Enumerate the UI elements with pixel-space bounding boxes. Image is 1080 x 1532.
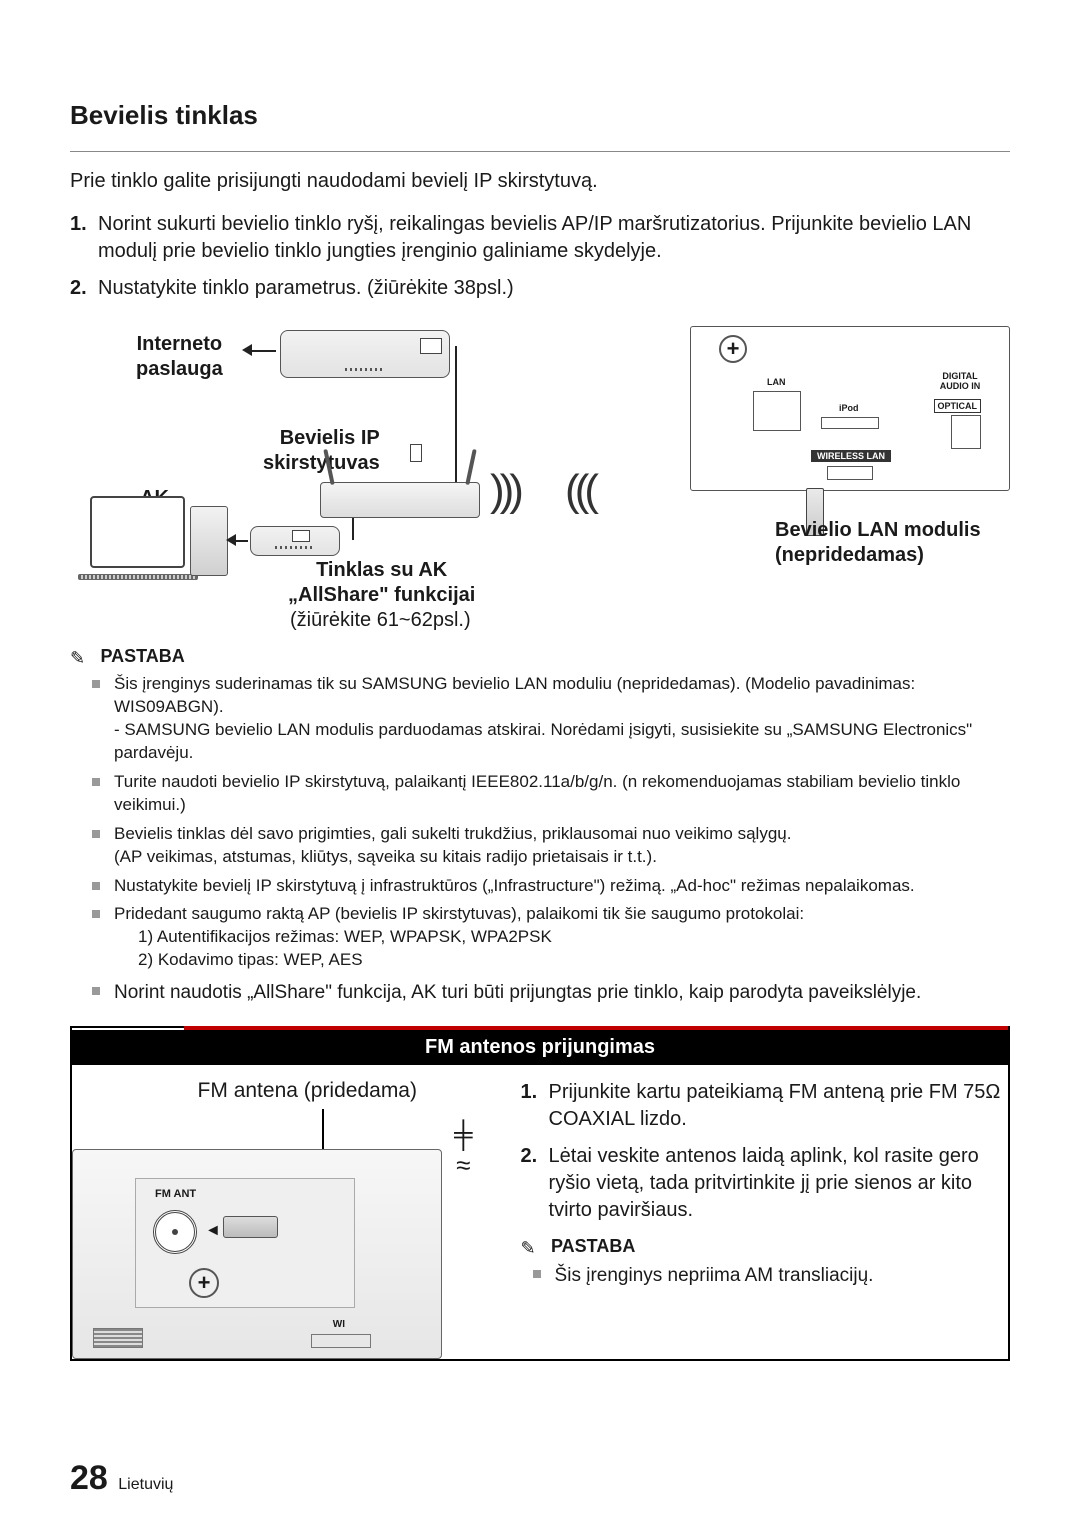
bullet-3-text: Bevielis tinklas dėl savo prigimties, ga… xyxy=(114,824,791,843)
vent-icon xyxy=(93,1328,143,1348)
page-num-value: 28 xyxy=(70,1459,108,1497)
bullet-1-text: Šis įrenginys suderinamas tik su SAMSUNG… xyxy=(114,674,915,716)
note-icon: ✎ xyxy=(70,648,90,668)
optical-port-icon xyxy=(951,415,981,449)
arrow-head-icon xyxy=(242,344,252,356)
bullet-5-text: Pridedant saugumo raktą AP (bevielis IP … xyxy=(114,904,804,923)
fm-content: FM antena (pridedama) ╪≈ FM ANT ◄ + WI 1… xyxy=(72,1065,1008,1359)
router-icon xyxy=(320,482,480,518)
digital-label: DIGITAL AUDIO IN xyxy=(933,371,987,391)
fm-section-wrap: FM antenos prijungimas FM antena (prided… xyxy=(70,1026,1010,1361)
step-1-text: Norint sukurti bevielio tinklo ryšį, rei… xyxy=(98,213,971,262)
bullet-5-sub2: 2) Kodavimo tipas: WEP, AES xyxy=(114,949,1010,972)
wlan-port-icon xyxy=(827,466,873,480)
lan-port-icon xyxy=(753,391,801,431)
note-icon: ✎ xyxy=(521,1238,541,1258)
fmant-label: FM ANT xyxy=(155,1188,196,1200)
allshare-label: Tinklas su AK „AllShare" funkcijai xyxy=(288,558,475,608)
ipod-label: iPod xyxy=(839,403,859,413)
connector-line xyxy=(352,518,354,540)
fm-note-bullet: Šis įrenginys nepriima AM transliacijų. xyxy=(555,1263,1008,1289)
note-label: PASTABA xyxy=(100,646,184,667)
keyboard-icon xyxy=(78,574,198,580)
jack-icon xyxy=(223,1216,278,1238)
allshare-sub: (žiūrėkite 61~62psl.) xyxy=(290,608,471,633)
bullet-3-sub: (AP veikimas, atstumas, kliūtys, sąveika… xyxy=(114,846,1010,869)
fm-step1-num: 1. xyxy=(521,1079,538,1106)
device-back-panel: + LAN iPod DIGITAL AUDIO IN OPTICAL WIRE… xyxy=(690,326,1010,491)
waves-icon: ))) xyxy=(490,466,519,516)
arrow-icon: ◄ xyxy=(205,1222,221,1240)
fm-step1-text: Prijunkite kartu pateikiamą FM anteną pr… xyxy=(549,1081,1001,1130)
port-icon xyxy=(292,530,310,542)
optical-label: OPTICAL xyxy=(934,399,982,413)
slot-icon xyxy=(311,1334,371,1348)
fm-bar-title: FM antenos prijungimas xyxy=(72,1030,1008,1065)
port-icon xyxy=(420,338,442,354)
intro-text: Prie tinklo galite prisijungti naudodami… xyxy=(70,170,1010,193)
plus-icon: + xyxy=(189,1268,219,1298)
note-heading: ✎ PASTABA xyxy=(70,646,1010,673)
monitor-icon xyxy=(90,496,185,568)
fm-step-1: 1. Prijunkite kartu pateikiamą FM anteną… xyxy=(549,1079,1008,1133)
antenna-symbol-icon: ╪≈ xyxy=(454,1119,472,1181)
connector-line xyxy=(455,346,457,482)
step-2-text: Nustatykite tinklo parametrus. (žiūrėkit… xyxy=(98,277,514,299)
step-1: 1. Norint sukurti bevielio tinklo ryšį, … xyxy=(98,211,1010,265)
divider xyxy=(70,151,1010,152)
fm-note-label: PASTABA xyxy=(551,1236,635,1257)
page-number: 28 Lietuvių xyxy=(70,1459,173,1498)
fm-note-heading: ✎ PASTABA xyxy=(521,1236,1008,1263)
step-2: 2. Nustatykite tinklo parametrus. (žiūrė… xyxy=(98,275,1010,302)
bullet-5-sub1: 1) Autentifikacijos režimas: WEP, WPAPSK… xyxy=(114,926,1010,949)
step-1-num: 1. xyxy=(70,211,87,238)
bullet-1-sub: - SAMSUNG bevielio LAN modulis parduodam… xyxy=(114,719,1010,765)
section-title: Bevielis tinklas xyxy=(70,100,1010,131)
waves-icon: ))) xyxy=(570,466,599,516)
fm-step2-text: Lėtai veskite antenos laidą aplink, kol … xyxy=(549,1145,979,1221)
step-2-num: 2. xyxy=(70,275,87,302)
wi-label: WI xyxy=(333,1319,345,1330)
wlan-label: WIRELESS LAN xyxy=(811,450,891,462)
wireless-router-label: Bevielis IP skirstytuvas xyxy=(263,426,380,476)
fm-diagram: FM antena (pridedama) ╪≈ FM ANT ◄ + WI xyxy=(72,1079,503,1359)
lan-label: LAN xyxy=(767,377,786,387)
bullet-2: Turite naudoti bevielio IP skirstytuvą, … xyxy=(114,771,1010,817)
note-bullets: Šis įrenginys suderinamas tik su SAMSUNG… xyxy=(70,673,1010,1006)
coax-port-icon xyxy=(153,1210,197,1254)
bullet-6: Norint naudotis „AllShare" funkcija, AK … xyxy=(114,980,1010,1006)
bullet-1: Šis įrenginys suderinamas tik su SAMSUNG… xyxy=(114,673,1010,765)
tower-icon xyxy=(190,506,228,576)
page-lang: Lietuvių xyxy=(118,1476,173,1493)
arrow-head-icon xyxy=(226,534,236,546)
ipod-port-icon xyxy=(821,417,879,429)
fm-device-panel: FM ANT ◄ + WI xyxy=(72,1149,442,1359)
fm-step2-num: 2. xyxy=(521,1143,538,1170)
numbered-steps: 1. Norint sukurti bevielio tinklo ryšį, … xyxy=(70,211,1010,302)
module-label: Bevielio LAN modulis (nepridedamas) xyxy=(775,518,1010,568)
plus-icon: + xyxy=(719,335,747,363)
bullet-3: Bevielis tinklas dėl savo prigimties, ga… xyxy=(114,823,1010,869)
fm-instructions: 1. Prijunkite kartu pateikiamą FM anteną… xyxy=(503,1079,1008,1359)
internet-service-label: Interneto paslauga xyxy=(136,332,223,382)
antenna-icon xyxy=(465,449,476,485)
bullet-5: Pridedant saugumo raktą AP (bevielis IP … xyxy=(114,903,1010,972)
fm-step-2: 2. Lėtai veskite antenos laidą aplink, k… xyxy=(549,1143,1008,1224)
fm-left-title: FM antena (pridedama) xyxy=(72,1079,503,1103)
router-port-icon xyxy=(410,444,422,462)
network-diagram: Interneto paslauga Bevielis IP skirstytu… xyxy=(70,326,1010,636)
arrow-line xyxy=(248,350,276,352)
bullet-4: Nustatykite bevielį IP skirstytuvą į inf… xyxy=(114,875,1010,898)
